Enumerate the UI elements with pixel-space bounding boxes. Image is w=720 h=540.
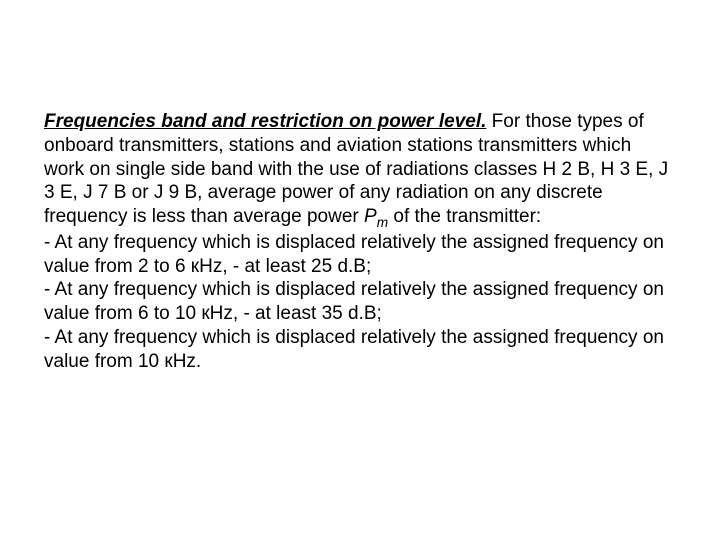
- section-heading: Frequencies band and restriction on powe…: [44, 111, 486, 132]
- main-paragraph: Frequencies band and restriction on powe…: [44, 110, 672, 231]
- bullet-3: - At any frequency which is displaced re…: [44, 326, 672, 374]
- bullet-1: - At any frequency which is displaced re…: [44, 231, 672, 279]
- document-page: Frequencies band and restriction on powe…: [0, 0, 720, 540]
- pm-subscript: m: [377, 215, 388, 230]
- pm-variable: P: [364, 206, 377, 227]
- bullet-2: - At any frequency which is displaced re…: [44, 278, 672, 326]
- intro-text-2: of the transmitter:: [388, 206, 541, 227]
